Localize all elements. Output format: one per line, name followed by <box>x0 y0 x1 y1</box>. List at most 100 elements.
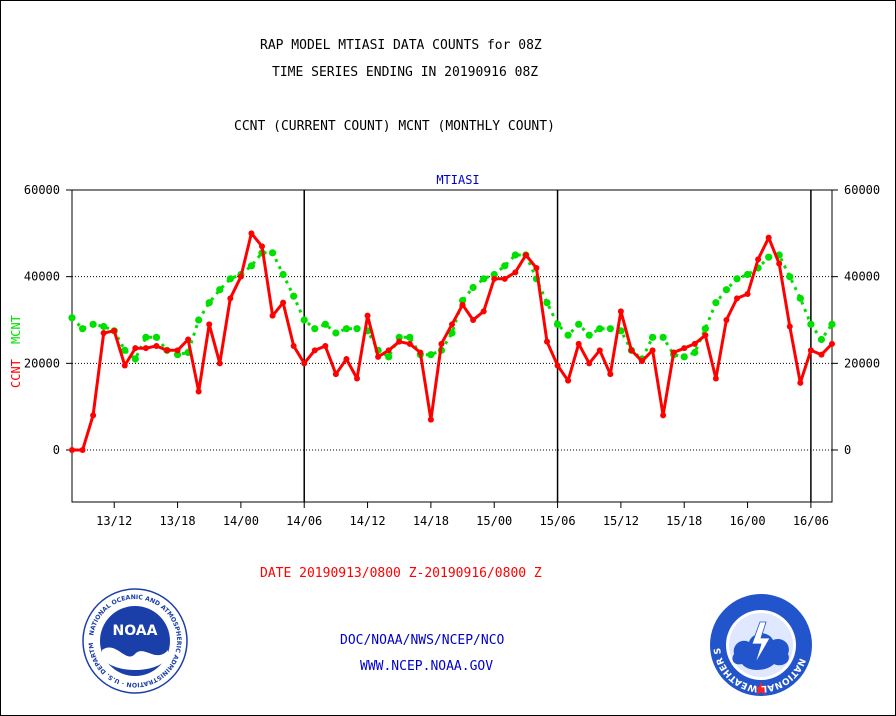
data-point-ccnt <box>153 343 160 349</box>
data-point-ccnt <box>544 338 550 345</box>
data-point-mcnt <box>195 316 203 324</box>
data-point-mcnt <box>332 329 340 337</box>
data-point-ccnt <box>533 265 540 271</box>
data-point-mcnt <box>78 325 87 333</box>
data-point-mcnt <box>205 299 213 307</box>
data-point-mcnt <box>490 270 498 279</box>
date-range-label: DATE 20190913/0800 Z-20190916/0800 Z <box>260 566 542 581</box>
data-point-ccnt <box>343 356 350 362</box>
data-point-mcnt <box>100 322 108 331</box>
data-point-mcnt <box>743 270 752 279</box>
data-point-ccnt <box>132 345 139 352</box>
data-point-mcnt <box>817 335 826 344</box>
x-tick-label: 13/12 <box>96 514 132 528</box>
data-point-mcnt <box>722 286 731 294</box>
data-point-ccnt <box>269 312 276 319</box>
data-point-ccnt <box>174 347 181 354</box>
data-point-ccnt <box>660 412 667 419</box>
y-tick-label-left: 0 <box>53 443 60 457</box>
data-point-ccnt <box>459 301 466 308</box>
data-point-mcnt <box>701 325 709 333</box>
data-point-ccnt <box>818 351 825 358</box>
data-point-ccnt <box>681 345 688 352</box>
data-point-ccnt <box>206 321 213 328</box>
data-point-ccnt <box>829 340 835 347</box>
data-point-mcnt <box>480 275 488 283</box>
data-point-ccnt <box>639 358 645 365</box>
data-point-mcnt <box>691 348 699 357</box>
data-point-mcnt <box>353 325 361 333</box>
data-point-ccnt <box>417 349 424 356</box>
grid-layer <box>72 190 832 502</box>
x-tick-label: 15/18 <box>666 514 702 528</box>
series-line-ccnt <box>72 231 834 452</box>
data-point-ccnt <box>195 388 202 395</box>
x-tick-label: 14/12 <box>349 514 385 528</box>
data-point-ccnt <box>702 332 709 339</box>
y-tick-label-left: 20000 <box>24 356 60 370</box>
data-point-ccnt <box>776 260 783 267</box>
data-point-mcnt <box>173 351 182 359</box>
data-point-ccnt <box>480 308 487 315</box>
data-point-ccnt <box>332 371 339 378</box>
data-point-ccnt <box>501 275 508 282</box>
data-point-mcnt <box>321 320 329 328</box>
data-point-ccnt <box>100 330 107 336</box>
data-point-ccnt <box>786 323 793 330</box>
data-point-mcnt <box>385 353 393 361</box>
data-point-mcnt <box>585 331 593 339</box>
data-point-ccnt <box>723 317 730 323</box>
data-point-mcnt <box>300 316 308 324</box>
data-point-ccnt <box>765 234 772 241</box>
data-point-mcnt <box>131 355 139 363</box>
y-tick-label-right: 40000 <box>844 270 880 284</box>
data-point-mcnt <box>279 270 287 279</box>
data-point-ccnt <box>470 317 477 323</box>
y-axis-label-mcnt: MCNT <box>9 315 23 344</box>
data-point-mcnt <box>142 333 150 341</box>
data-point-ccnt <box>364 312 371 319</box>
data-point-ccnt <box>649 347 656 354</box>
data-point-ccnt <box>79 447 86 453</box>
data-point-mcnt <box>564 331 572 339</box>
data-point-ccnt <box>406 340 413 347</box>
x-tick-label: 15/00 <box>476 514 512 528</box>
data-point-ccnt <box>797 379 804 386</box>
url-link[interactable]: WWW.NCEP.NOAA.GOV <box>360 659 494 674</box>
data-point-ccnt <box>491 275 498 282</box>
data-point-ccnt <box>596 347 603 354</box>
data-point-ccnt <box>280 299 287 306</box>
legend-line: CCNT (CURRENT COUNT) MCNT (MONTHLY COUNT… <box>234 119 555 134</box>
data-point-mcnt <box>458 296 467 305</box>
data-point-mcnt <box>427 351 435 359</box>
data-point-ccnt <box>712 375 719 382</box>
data-point-mcnt <box>247 262 256 270</box>
data-point-mcnt <box>68 314 76 322</box>
data-point-ccnt <box>111 327 118 334</box>
data-point-mcnt <box>290 292 298 300</box>
y-axis-label-ccnt: CCNT <box>9 359 23 388</box>
y-tick-label-left: 40000 <box>24 270 60 284</box>
data-point-ccnt <box>565 377 572 384</box>
data-point-ccnt <box>755 256 762 263</box>
data-point-ccnt <box>575 340 582 347</box>
data-point-ccnt <box>691 340 698 347</box>
data-point-mcnt <box>89 320 97 328</box>
nws-logo: NATIONAL WEATHER SERVICE <box>708 592 812 696</box>
data-point-ccnt <box>438 340 445 347</box>
org-label: DOC/NOAA/NWS/NCEP/NCO <box>340 633 505 648</box>
plot-area-border <box>71 189 833 503</box>
data-point-ccnt <box>322 343 329 349</box>
x-tick-label: 16/06 <box>793 514 829 528</box>
x-tick-label: 16/00 <box>729 514 765 528</box>
data-point-ccnt <box>185 336 192 343</box>
y-tick-label-right: 20000 <box>844 356 880 370</box>
data-point-ccnt <box>216 360 223 367</box>
data-point-ccnt <box>554 362 561 369</box>
data-point-ccnt <box>807 347 814 354</box>
data-point-mcnt <box>342 325 351 333</box>
chart-title-line1: RAP MODEL MTIASI DATA COUNTS for 08Z <box>260 38 542 53</box>
data-point-ccnt <box>121 362 128 369</box>
data-point-mcnt <box>648 333 657 341</box>
